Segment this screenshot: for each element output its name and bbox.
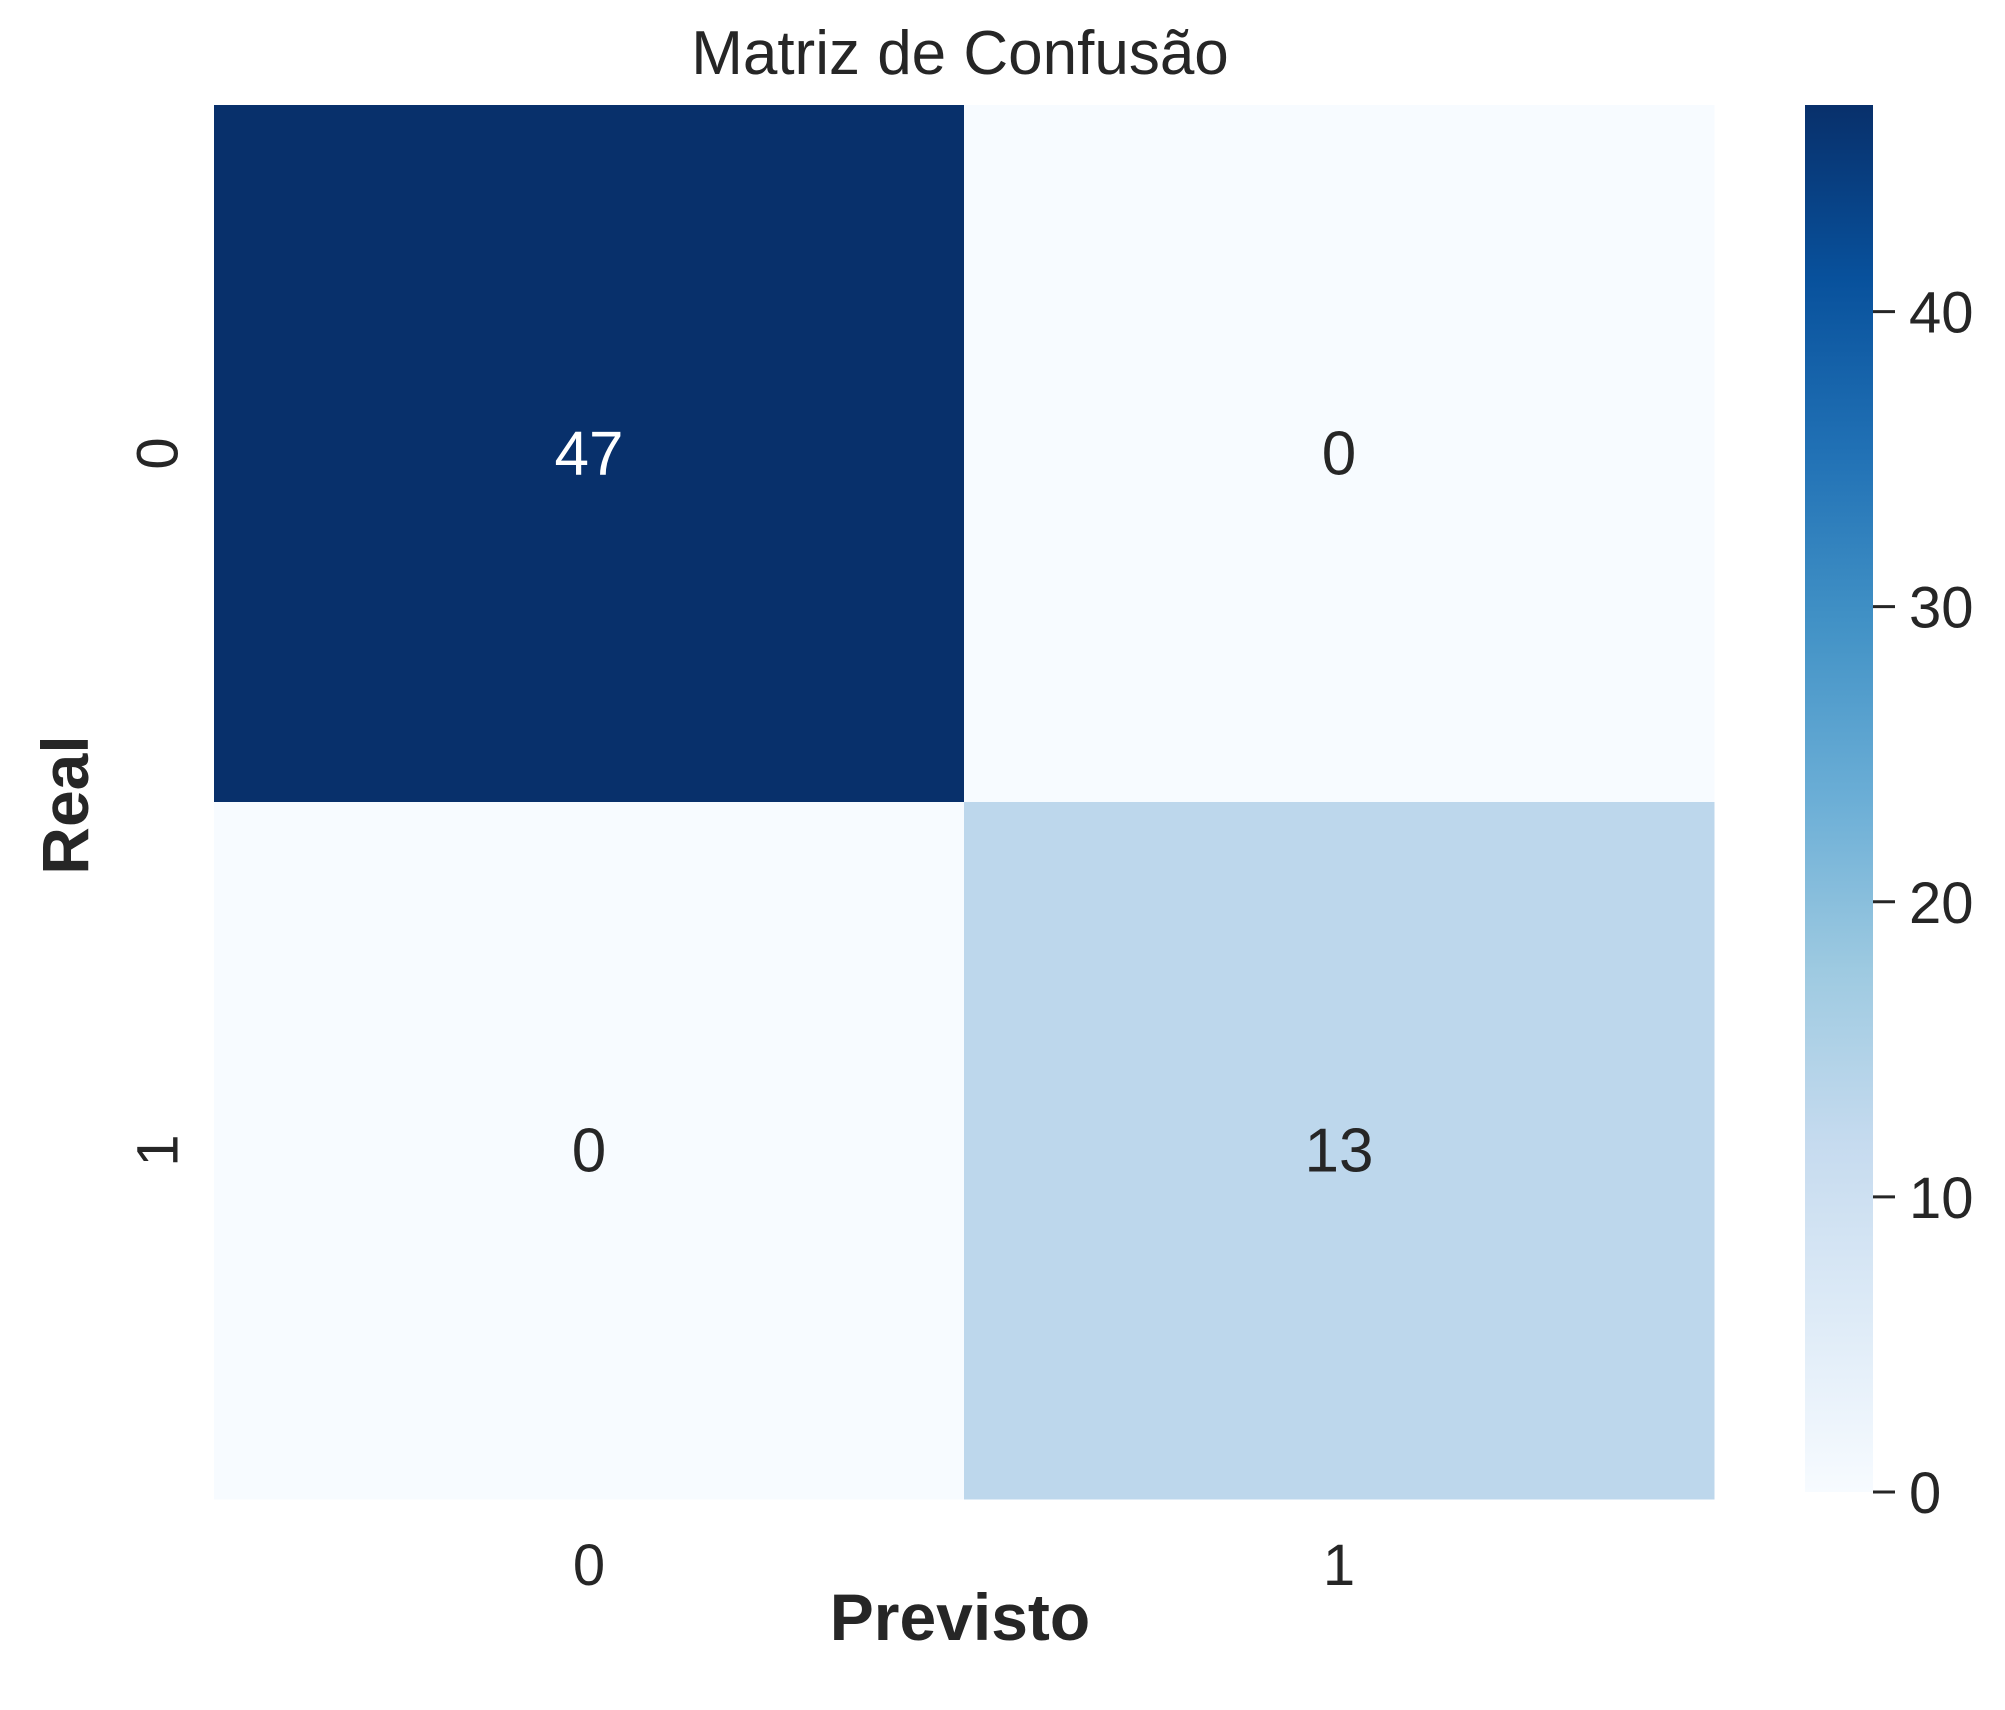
cell-value-label: 13 bbox=[1305, 1117, 1374, 1186]
y-axis-label: Real bbox=[28, 735, 102, 874]
colorbar-tick-label: 20 bbox=[1909, 871, 1974, 936]
cell-value-label: 47 bbox=[555, 420, 624, 489]
cell-value-label: 0 bbox=[572, 1117, 606, 1186]
x-tick-label: 1 bbox=[1323, 1533, 1355, 1598]
colorbar bbox=[1805, 105, 1873, 1492]
x-tick-label: 0 bbox=[573, 1533, 605, 1598]
x-axis-label: Previsto bbox=[830, 1580, 1090, 1654]
y-tick-label: 1 bbox=[126, 1134, 191, 1166]
cell-value-label: 0 bbox=[1322, 420, 1356, 489]
y-tick-label: 0 bbox=[126, 437, 191, 469]
colorbar-tick-label: 10 bbox=[1909, 1166, 1974, 1231]
colorbar-tick-label: 40 bbox=[1909, 281, 1974, 346]
heatmap-cells bbox=[214, 105, 1715, 1500]
chart-title: Matriz de Confusão bbox=[691, 19, 1229, 88]
colorbar-tick-label: 0 bbox=[1909, 1461, 1941, 1526]
y-tick-labels: 01 bbox=[126, 437, 191, 1166]
heatmap-cell-r1-c1 bbox=[964, 802, 1715, 1500]
heatmap-cell-r0-c0 bbox=[214, 105, 965, 803]
heatmap-cell-r0-c1 bbox=[964, 105, 1715, 803]
heatmap-annotations: 47 0 0 13 bbox=[555, 420, 1374, 1186]
heatmap-cell-r1-c0 bbox=[214, 802, 965, 1500]
colorbar-ticks: 0 10 20 30 40 bbox=[1873, 281, 1974, 1526]
colorbar-tick-label: 30 bbox=[1909, 576, 1974, 641]
